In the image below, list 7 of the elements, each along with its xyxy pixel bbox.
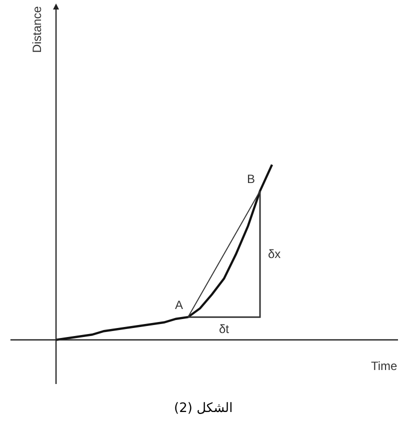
text: الشكل (2) xyxy=(174,401,233,416)
annotation: A xyxy=(175,298,184,312)
x-axis-title: Time xyxy=(371,359,398,373)
annotation: δx xyxy=(268,247,281,261)
annotation: δt xyxy=(219,322,230,336)
annotation: B xyxy=(247,172,256,186)
text: Distance xyxy=(30,6,44,53)
